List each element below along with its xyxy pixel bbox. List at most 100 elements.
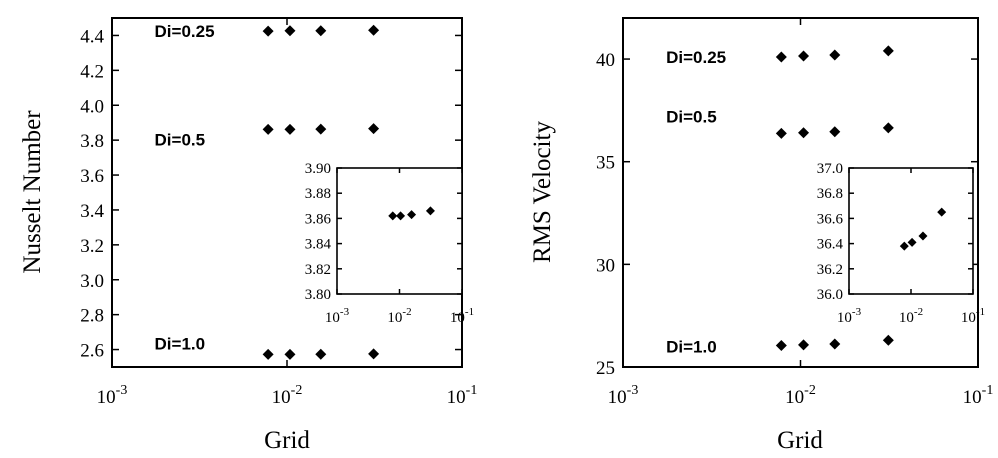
inset-x-tick-label-exp: -3 bbox=[340, 306, 350, 318]
inset-x-tick-label-exp: -2 bbox=[914, 306, 923, 318]
inset-data-point bbox=[899, 241, 909, 251]
inset-data-point bbox=[388, 211, 398, 221]
inset-data-point bbox=[937, 207, 947, 217]
x-tick-label: 10-2 bbox=[272, 383, 303, 408]
x-tick-label: 10-1 bbox=[963, 383, 994, 408]
inset-y-tick-label: 3.80 bbox=[305, 287, 331, 303]
y-axis-label: RMS Velocity bbox=[529, 121, 556, 263]
x-tick-label-exp: -3 bbox=[116, 383, 128, 398]
x-tick-label: 10-2 bbox=[785, 383, 816, 408]
x-tick-label-base: 10 bbox=[272, 387, 291, 408]
inset-data-point bbox=[918, 231, 928, 241]
data-point bbox=[368, 24, 380, 36]
annotation-label: Di=0.5 bbox=[155, 130, 206, 149]
data-point bbox=[882, 334, 894, 346]
x-tick-label-base: 10 bbox=[785, 387, 804, 408]
y-tick-label: 25 bbox=[596, 358, 615, 379]
data-point bbox=[798, 127, 810, 139]
inset-x-tick-label-exp: -2 bbox=[402, 306, 411, 318]
data-point bbox=[882, 45, 894, 57]
y-tick-label: 2.8 bbox=[80, 306, 104, 327]
x-tick-label: 10-3 bbox=[97, 383, 128, 408]
data-point bbox=[368, 123, 380, 135]
data-point bbox=[315, 348, 327, 360]
series-1 bbox=[775, 45, 894, 63]
x-tick-label: 10-3 bbox=[608, 383, 639, 408]
data-point bbox=[829, 49, 841, 61]
inset-data-point bbox=[396, 211, 406, 221]
x-tick-label-exp: -1 bbox=[982, 383, 994, 398]
inset-y-tick-label: 36.6 bbox=[817, 211, 844, 227]
data-point bbox=[798, 339, 810, 351]
inset-y-tick-label: 37.0 bbox=[817, 161, 843, 177]
inset-data-point bbox=[907, 237, 917, 247]
x-tick-label-base: 10 bbox=[963, 387, 982, 408]
y-tick-label: 3.0 bbox=[80, 271, 104, 292]
inset-x-tick-label: 10-3 bbox=[837, 306, 862, 326]
y-tick-label: 4.2 bbox=[80, 61, 104, 82]
chart-panel-1: 2.62.83.03.23.43.63.84.04.24.410-3 10-2 10… bbox=[19, 17, 478, 454]
data-point bbox=[315, 123, 327, 135]
data-point bbox=[798, 50, 810, 62]
inset-y-tick-label: 3.90 bbox=[305, 161, 331, 177]
inset-y-tick-label: 36.8 bbox=[817, 186, 843, 202]
data-point bbox=[882, 122, 894, 134]
inset-x-tick-label: 10-2 bbox=[899, 306, 923, 326]
x-axis-label: Grid bbox=[777, 427, 823, 454]
inset-frame bbox=[848, 167, 974, 295]
inset-x-tick-label-base: 10 bbox=[837, 310, 852, 326]
inset-series-1 bbox=[388, 206, 435, 221]
y-axis-label: Nusselt Number bbox=[19, 110, 46, 274]
inset-series-1 bbox=[899, 207, 947, 251]
x-tick-label-base: 10 bbox=[447, 387, 466, 408]
y-tick-label: 4.4 bbox=[80, 26, 104, 47]
series-2 bbox=[262, 123, 380, 135]
inset-x-tick-label: 10-1 bbox=[961, 306, 985, 326]
inset-x-tick-label-exp: -3 bbox=[852, 306, 862, 318]
inset-x-tick-label-base: 10 bbox=[450, 310, 465, 326]
inset-frame bbox=[336, 167, 463, 295]
y-tick-label: 35 bbox=[596, 153, 615, 174]
x-tick-label: 10-1 bbox=[447, 383, 478, 408]
data-point bbox=[262, 348, 274, 360]
data-point bbox=[829, 126, 841, 138]
inset-y-tick-label: 3.88 bbox=[305, 186, 331, 202]
annotation-label: Di=0.25 bbox=[666, 48, 726, 67]
inset-y-tick-label: 3.84 bbox=[305, 237, 332, 253]
data-point bbox=[284, 25, 296, 37]
inset-x-tick-label-exp: -1 bbox=[976, 306, 985, 318]
data-point bbox=[262, 123, 274, 135]
y-tick-label: 3.2 bbox=[80, 236, 104, 257]
inset-x-tick-label-base: 10 bbox=[387, 310, 402, 326]
inset-x-tick-label: 10-1 bbox=[450, 306, 474, 326]
inset-x-tick-label: 10-2 bbox=[387, 306, 411, 326]
y-tick-label: 30 bbox=[596, 255, 615, 276]
annotation-label: Di=1.0 bbox=[155, 335, 206, 354]
x-axis-label: Grid bbox=[264, 427, 310, 454]
inset-x-tick-label-exp: -1 bbox=[465, 306, 474, 318]
data-point bbox=[284, 348, 296, 360]
inset-x-tick-label: 10-3 bbox=[325, 306, 350, 326]
data-point bbox=[775, 339, 787, 351]
inset-data-point bbox=[407, 210, 417, 220]
x-tick-label-exp: -2 bbox=[804, 383, 816, 398]
data-point bbox=[284, 123, 296, 135]
data-point bbox=[368, 348, 380, 360]
inset-x-tick-label-base: 10 bbox=[325, 310, 340, 326]
data-point bbox=[829, 338, 841, 350]
inset-data-point bbox=[425, 206, 435, 216]
y-tick-label: 4.0 bbox=[80, 96, 104, 117]
series-3 bbox=[262, 348, 380, 360]
data-point bbox=[315, 25, 327, 37]
y-tick-label: 3.8 bbox=[80, 131, 104, 152]
annotation-label: Di=1.0 bbox=[666, 338, 717, 357]
annotation-label: Di=0.25 bbox=[155, 22, 215, 41]
inset-chart: 36.036.236.436.636.837.010-3 10-2 10-1 bbox=[817, 161, 985, 326]
y-tick-label: 40 bbox=[596, 50, 615, 71]
y-tick-label: 3.6 bbox=[80, 166, 104, 187]
series-1 bbox=[262, 24, 380, 37]
data-point bbox=[775, 127, 787, 139]
